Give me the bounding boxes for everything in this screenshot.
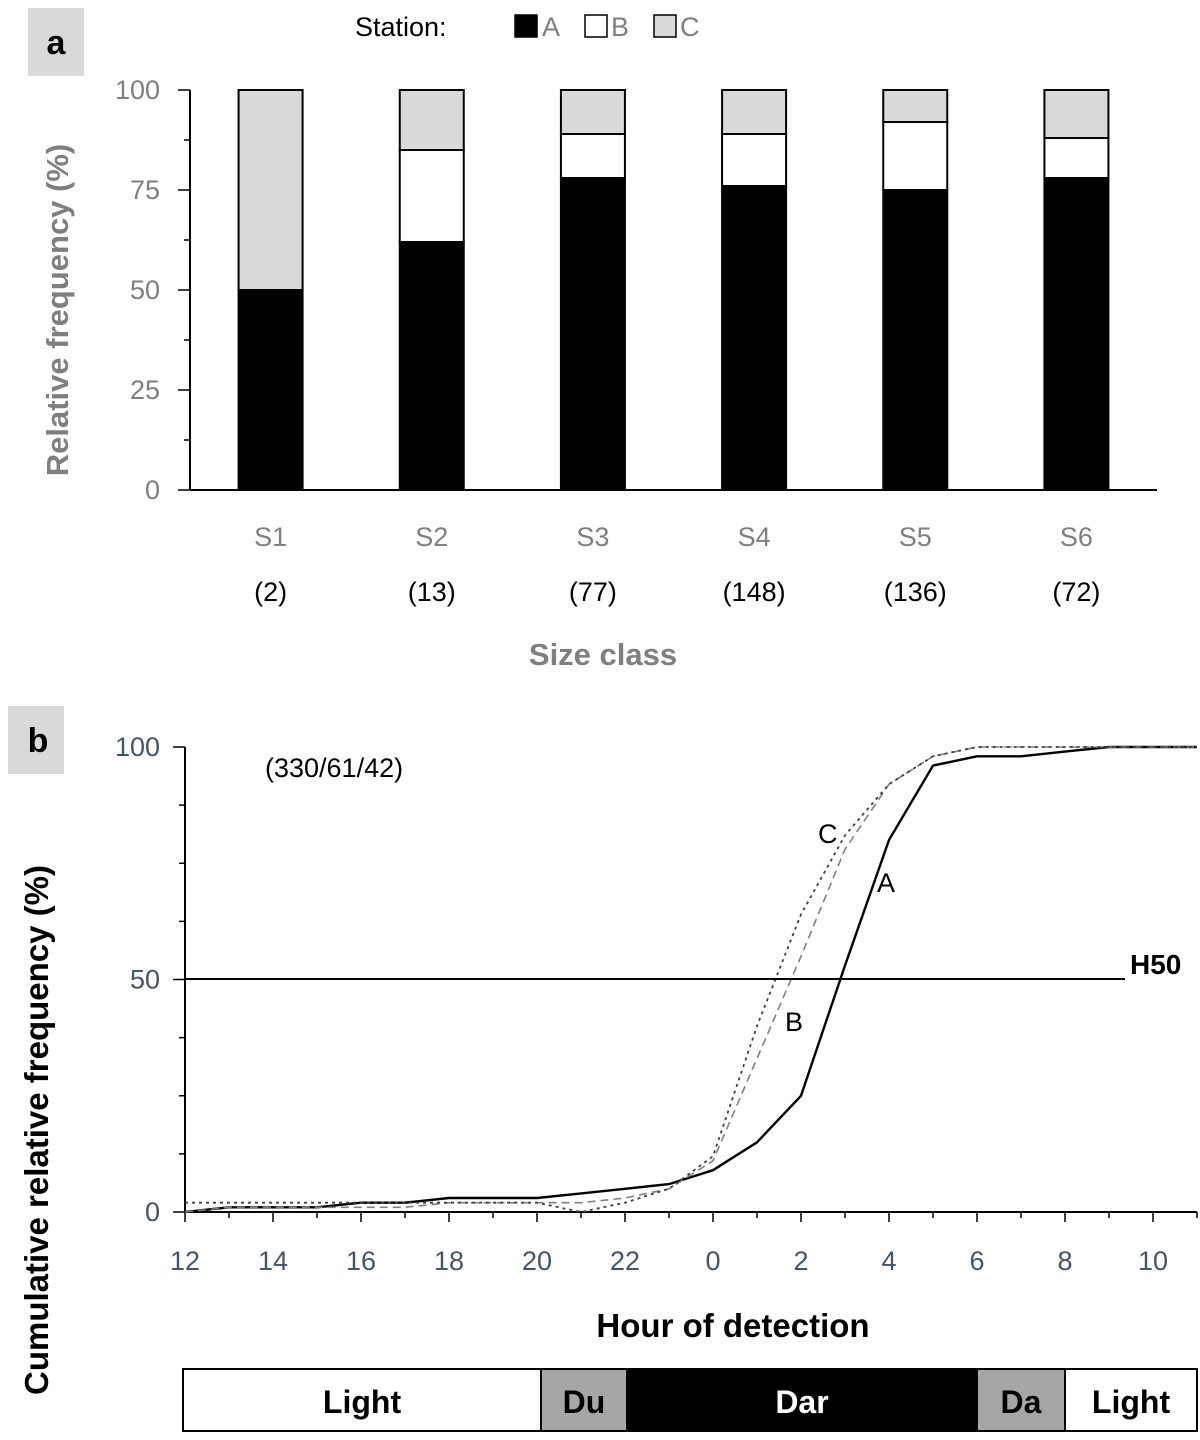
- legend-label-a: A: [542, 12, 560, 42]
- bar-segment-c-s3: [559, 89, 626, 135]
- x-axis-title-a: Size class: [529, 637, 677, 672]
- light-bar-segment-0: [182, 1368, 542, 1432]
- x-tick-label-b-10: 10: [1138, 1246, 1168, 1276]
- y-tick-label-b-50: 50: [130, 965, 160, 995]
- count-label-s3: (77): [569, 577, 617, 607]
- count-label-s4: (148): [723, 577, 786, 607]
- bar-segment-b-s2: [398, 149, 465, 243]
- light-bar-label-0: Light: [323, 1384, 402, 1420]
- x-tick-label-s1: S1: [254, 522, 287, 552]
- y-tick-label-a-25: 25: [130, 375, 160, 405]
- h50-label: H50: [1130, 949, 1181, 980]
- bar-segment-c-s1: [237, 89, 304, 291]
- bar-segment-b-s6: [1043, 137, 1110, 179]
- bar-segment-a-s3: [559, 177, 626, 491]
- legend-swatch-c: [653, 14, 677, 38]
- legend-label-c: C: [680, 12, 700, 42]
- bar-segment-a-s6: [1043, 177, 1110, 491]
- x-axis-title-b: Hour of detection: [596, 1307, 869, 1344]
- count-label-s2: (13): [408, 577, 456, 607]
- series-c-line: [185, 746, 1197, 1213]
- bar-segment-b-s4: [721, 133, 788, 187]
- x-tick-label-b-14: 14: [258, 1246, 288, 1276]
- series-b-label: B: [785, 1007, 803, 1037]
- y-tick-label-b-0: 0: [145, 1197, 160, 1227]
- x-tick-label-b-8: 8: [1057, 1246, 1072, 1276]
- panel-a-tag: [28, 8, 84, 76]
- bar-segment-a-s2: [398, 241, 465, 491]
- bar-segment-c-s5: [882, 89, 949, 123]
- y-tick-label-b-100: 100: [115, 732, 160, 762]
- light-bar-label-4: Light: [1092, 1384, 1171, 1420]
- x-tick-label-s6: S6: [1060, 522, 1093, 552]
- y-tick-label-a-75: 75: [130, 175, 160, 205]
- count-label-s5: (136): [884, 577, 947, 607]
- bars-group: [237, 89, 1110, 491]
- panel-a-letter: a: [47, 24, 67, 62]
- x-tick-label-s2: S2: [415, 522, 448, 552]
- x-tick-label-s5: S5: [899, 522, 932, 552]
- bar-segment-c-s4: [721, 89, 788, 135]
- x-tick-label-b-6: 6: [969, 1246, 984, 1276]
- x-tick-label-s4: S4: [738, 522, 771, 552]
- axes-a: 0 25 50 75 100: [115, 75, 1157, 505]
- panel-b-tag: [8, 706, 64, 774]
- panel-b-letter: b: [28, 722, 49, 760]
- light-bar-label-1: Du: [563, 1384, 606, 1420]
- x-tick-label-b-18: 18: [434, 1246, 464, 1276]
- x-tick-label-b-20: 20: [522, 1246, 552, 1276]
- y-tick-label-a-0: 0: [145, 475, 160, 505]
- x-tick-label-s3: S3: [576, 522, 609, 552]
- light-bar-segment-4: [1064, 1368, 1198, 1432]
- y-tick-label-a-100: 100: [115, 75, 160, 105]
- light-bar-label-2: Dar: [775, 1384, 828, 1420]
- series-c-label: C: [818, 819, 838, 849]
- x-tick-label-b-4: 4: [881, 1246, 896, 1276]
- legend-swatch-b: [584, 14, 608, 38]
- bar-segment-a-s1: [237, 289, 304, 491]
- legend-swatch-a: [514, 14, 538, 38]
- sample-size-annotation: (330/61/42): [265, 753, 403, 783]
- x-tick-label-b-2: 2: [793, 1246, 808, 1276]
- bar-segment-a-s5: [882, 189, 949, 491]
- legend: Station: A B C: [355, 12, 700, 42]
- bar-segment-b-s3: [559, 133, 626, 179]
- light-dark-bar: Light Du Dar Da Light: [182, 1368, 1198, 1432]
- y-tick-label-a-50: 50: [130, 275, 160, 305]
- light-bar-segment-3: [976, 1368, 1066, 1432]
- bar-segment-b-s5: [882, 121, 949, 191]
- labels-a: S1 (2) S2 (13) S3 (77) S4 (148) S5 (136) S6 (72): [254, 522, 1100, 607]
- x-tick-label-b-22: 22: [610, 1246, 640, 1276]
- light-bar-segment-1: [540, 1368, 628, 1432]
- series-b-line: [184, 746, 1197, 1213]
- axes-b: 0 50 100 12 14 16 18 20 22 0 2 4 6 8 10: [115, 732, 1198, 1276]
- y-axis-title-b: Cumulative relative frequency (%): [18, 865, 55, 1395]
- x-tick-label-b-0: 0: [705, 1246, 720, 1276]
- legend-title: Station:: [355, 12, 447, 42]
- y-axis-title-a: Relative frequency (%): [40, 144, 75, 477]
- bar-segment-a-s4: [721, 185, 788, 491]
- series-a-label: A: [877, 868, 895, 898]
- x-tick-label-b-12: 12: [170, 1246, 200, 1276]
- count-label-s6: (72): [1052, 577, 1100, 607]
- legend-label-b: B: [611, 12, 629, 42]
- light-bar-segment-2: [626, 1368, 978, 1432]
- bar-segment-c-s6: [1043, 89, 1110, 139]
- light-bar-label-3: Da: [1001, 1384, 1042, 1420]
- bar-segment-c-s2: [398, 89, 465, 151]
- lines-group: [184, 745, 1197, 1214]
- count-label-s1: (2): [254, 577, 287, 607]
- x-tick-label-b-16: 16: [346, 1246, 376, 1276]
